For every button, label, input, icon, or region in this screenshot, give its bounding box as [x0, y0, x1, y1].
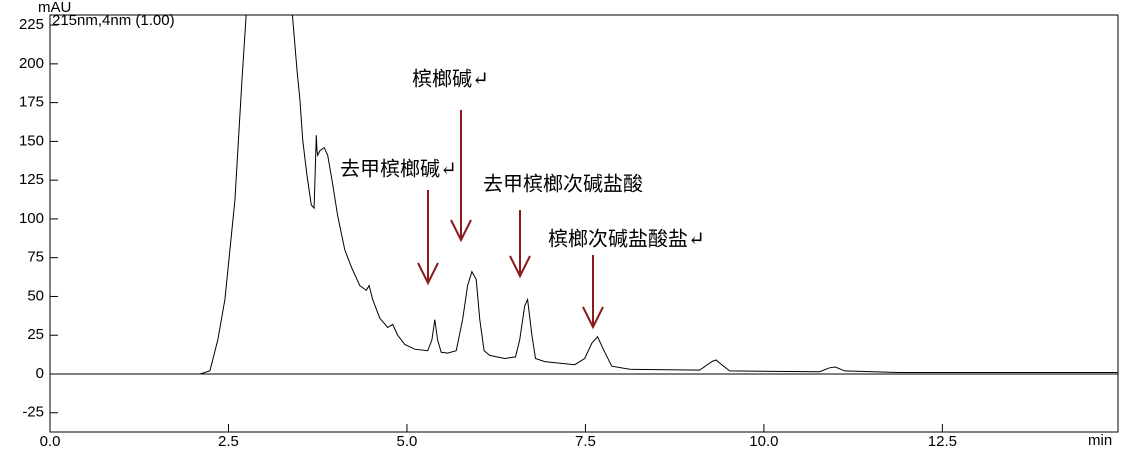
- x-tick-label: 0.0: [40, 433, 61, 450]
- y-tick-label: -25: [22, 404, 44, 421]
- annotation: 槟榔次碱盐酸盐↵: [548, 227, 705, 251]
- y-tick-label: 25: [27, 326, 44, 343]
- x-tick-label: 2.5: [218, 433, 239, 450]
- arrow: [417, 190, 439, 286]
- y-tick-label: 100: [19, 210, 44, 227]
- x-tick-label: 12.5: [928, 433, 957, 450]
- x-tick-label: 7.5: [575, 433, 596, 450]
- y-tick-label: 0: [36, 365, 44, 382]
- annotation: 去甲槟榔碱↵: [340, 157, 457, 181]
- trace: [50, 15, 1118, 375]
- y-tick-label: 150: [19, 132, 44, 149]
- arrow: [582, 255, 604, 330]
- arrow: [450, 110, 472, 243]
- y-tick-label: 50: [27, 287, 44, 304]
- y-tick-label: 175: [19, 94, 44, 111]
- y-tick-label: 75: [27, 249, 44, 266]
- arrows: [417, 110, 604, 330]
- y-axis-label: mAU: [38, 0, 71, 16]
- y-tick-label: 225: [19, 16, 44, 33]
- arrow: [509, 210, 531, 279]
- y-tick-label: 125: [19, 171, 44, 188]
- subtitle: 215nm,4nm (1.00): [52, 12, 175, 29]
- plot-frame: [49, 14, 1119, 433]
- x-axis-label: min: [1088, 432, 1112, 449]
- x-tick-label: 5.0: [397, 433, 418, 450]
- y-tick-label: 200: [19, 55, 44, 72]
- annotation: 槟榔碱↵: [412, 67, 489, 91]
- x-tick-label: 10.0: [749, 433, 778, 450]
- annotation: 去甲槟榔次碱盐酸: [483, 172, 643, 196]
